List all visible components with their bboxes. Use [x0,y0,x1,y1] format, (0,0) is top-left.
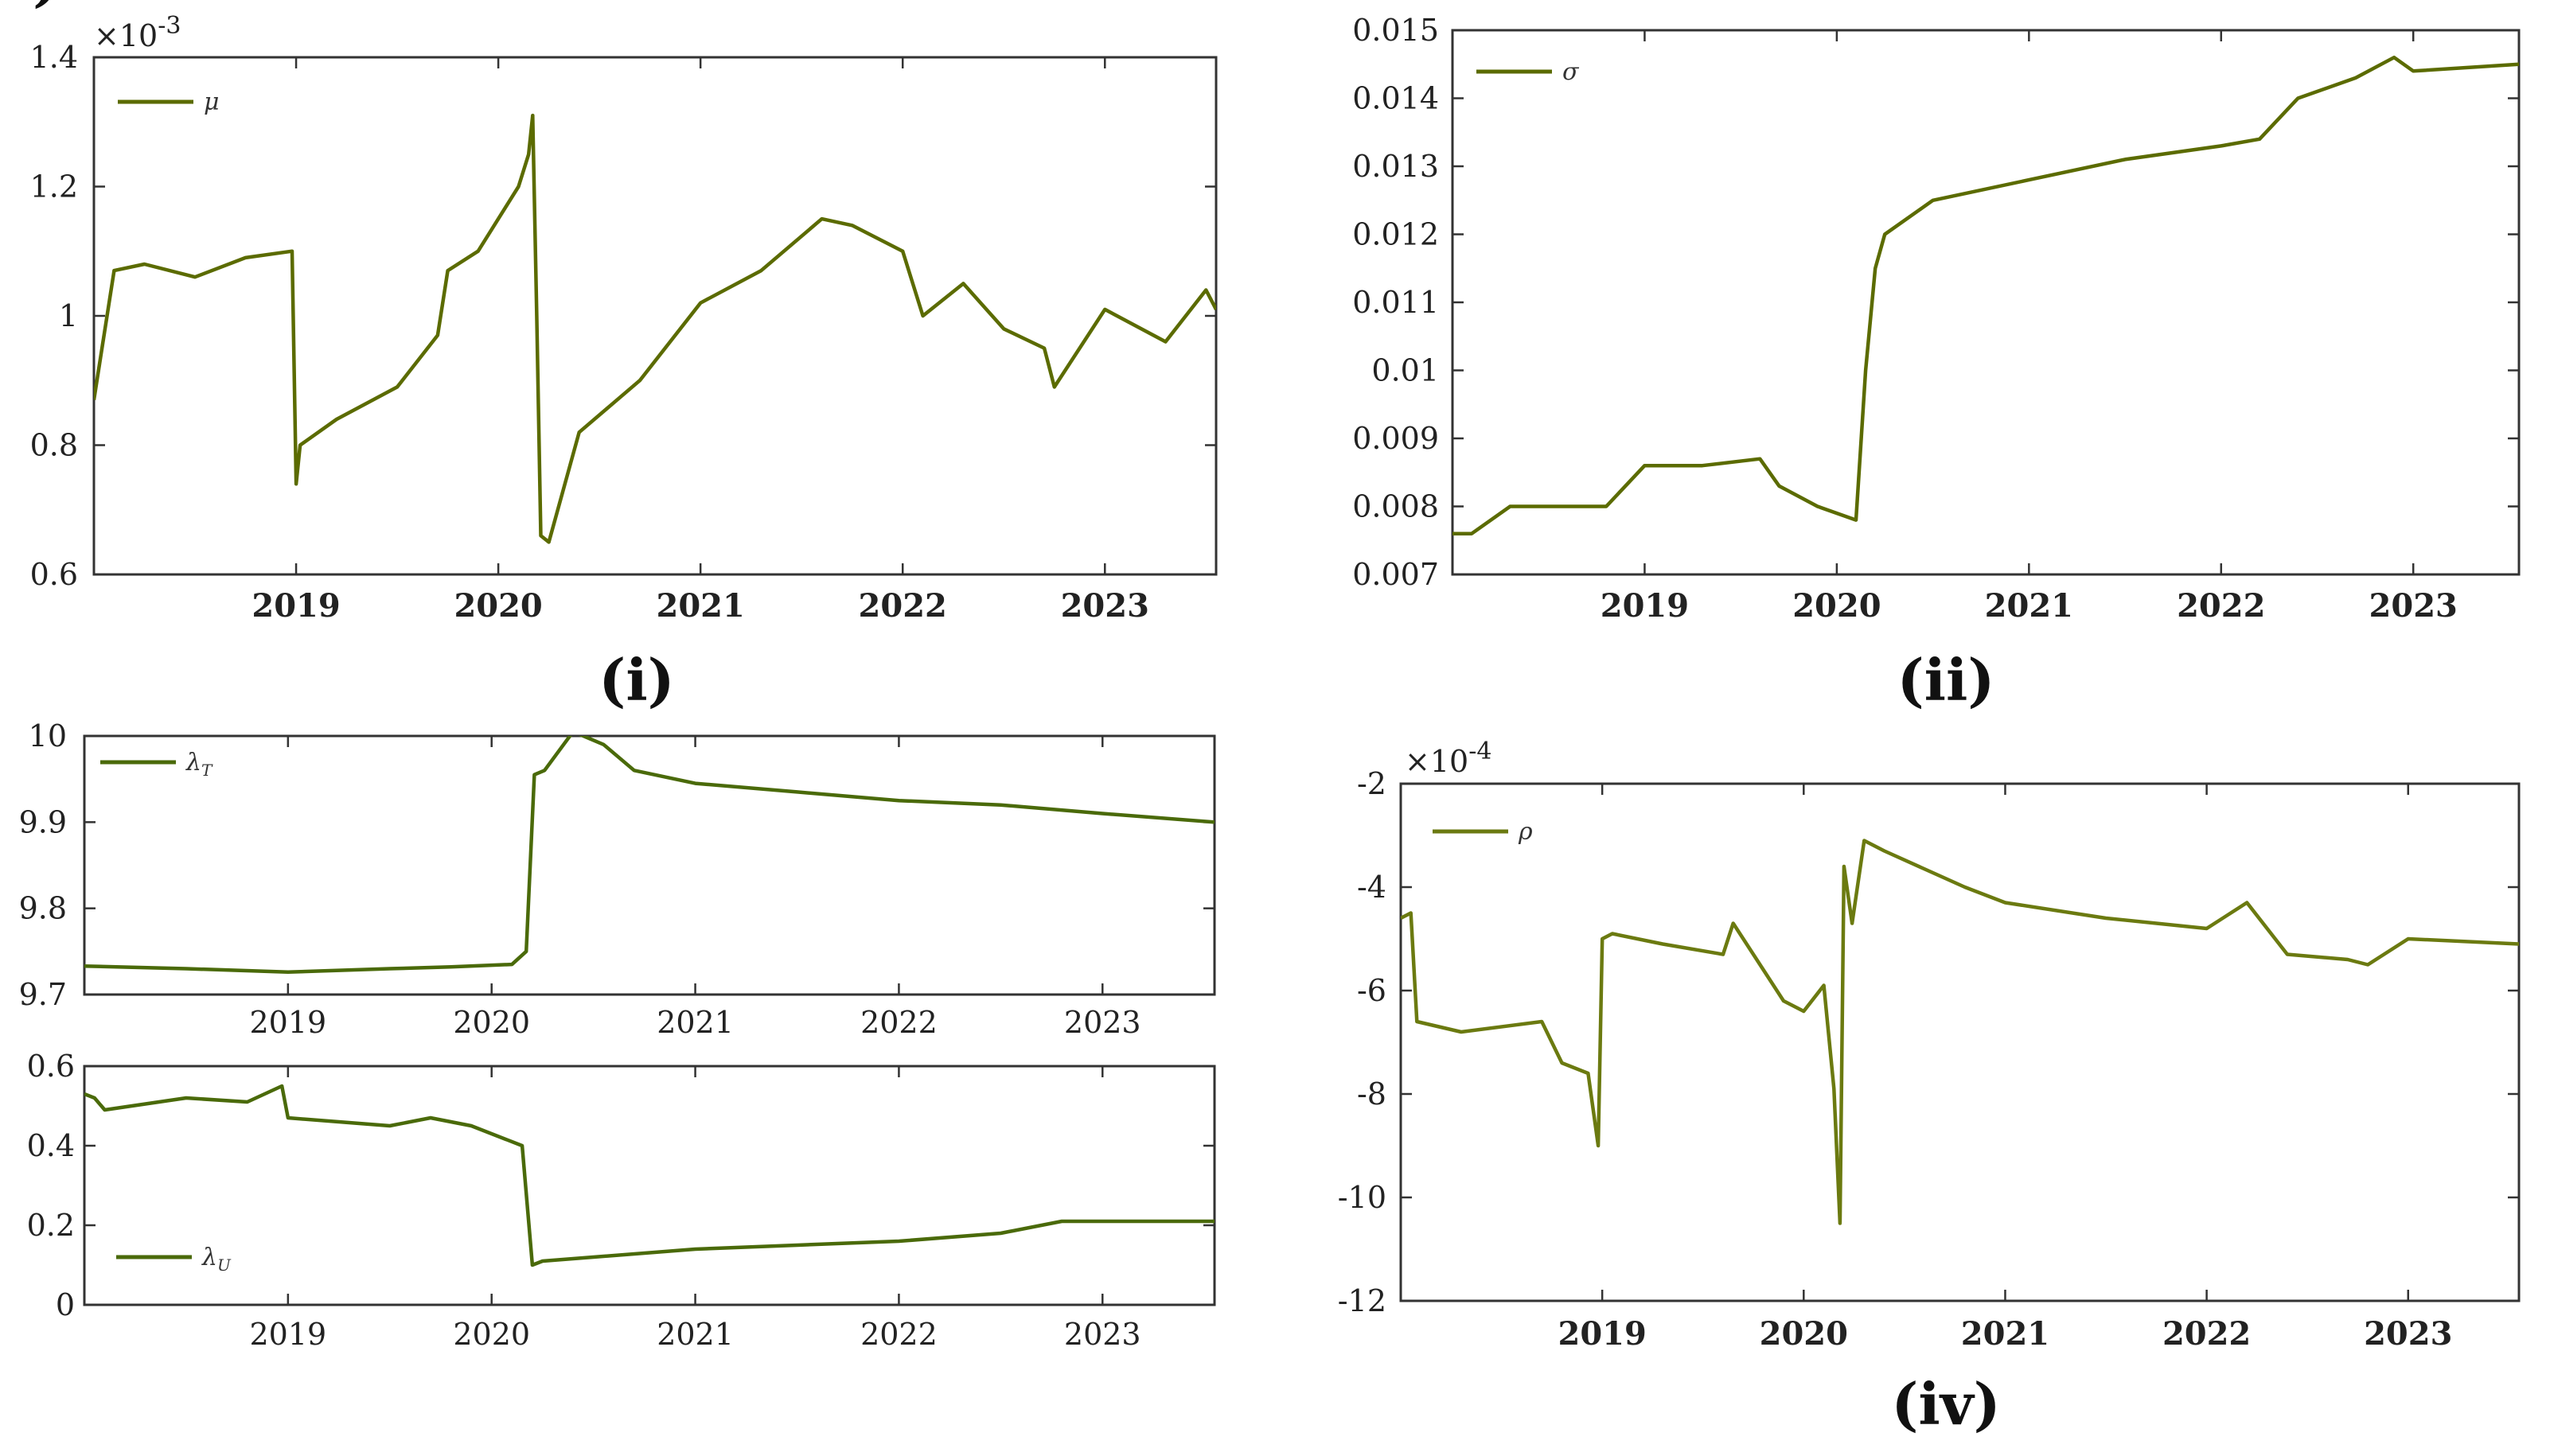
x-tick-label: 2020 [454,587,542,625]
legend-label: ρ [1518,818,1533,846]
y-tick-label: -10 [1338,1180,1386,1215]
x-tick-label: 2023 [2369,587,2458,625]
y-tick-label: 9.9 [19,804,67,839]
y-tick-label: 9.7 [19,977,67,1012]
chart-p3a: 9.7 9.8 9.9 10 2019 2020 2021 2022 2023 λT (iii) [0,0,1216,1040]
series-line-p4 [1401,839,2519,1225]
y-tick-label: -2 [1357,766,1386,801]
y-tick-label: 10 [29,718,67,753]
plot-frame [92,56,1218,576]
x-tick-label: 2021 [656,587,744,625]
x-tick-label: 2020 [1792,587,1881,625]
plot-frame [83,1065,1216,1306]
x-tick-label: 2021 [657,1005,734,1040]
y-tick-label: 1.2 [30,169,78,204]
chart-p2: 0.007 0.008 0.009 0.01 0.011 0.012 0.013 0.014 0… [1352,13,2521,714]
x-tick-label: 2021 [1961,1315,2049,1353]
y-tick-label: 0.01 [1371,353,1439,388]
x-tick-label: 2023 [2364,1315,2452,1353]
y-tick-label: 0.2 [27,1208,75,1243]
axis-exponent: ×10-3 [94,12,181,53]
legend-label: λU [201,1244,232,1275]
x-tick-label: 2020 [1760,1315,1848,1353]
x-tick-label: 2020 [453,1005,530,1040]
x-tick-label: 2020 [453,1317,530,1352]
x-tick-label: 2022 [860,1005,938,1040]
chart-p3b: 0 0.2 0.4 0.6 2019 2020 2021 2022 2023 λU [27,1049,1216,1352]
chart-p1: 0.6 0.8 1 1.2 1.4 2019 2020 2021 2022 2023 μ ×10-3 (… [30,12,1218,714]
x-tick-label: 2019 [1601,587,1689,625]
panel-label: (ii) [1897,646,1995,714]
axis-exponent: ×10-4 [1405,738,1491,779]
series-line-p1 [94,113,1216,544]
y-tick-label: 0.008 [1352,489,1439,524]
y-tick-label: 0.4 [27,1128,75,1163]
plot-frame [1399,782,2521,1302]
x-tick-label: 2019 [1558,1315,1646,1353]
series-line-p3a [84,736,1215,975]
y-tick-label: 0 [56,1287,75,1322]
y-tick-label: 0.8 [30,428,78,463]
series-line-p3b [84,1084,1215,1267]
x-tick-label: 2019 [249,1317,326,1352]
y-tick-label: -6 [1357,973,1386,1008]
series-line-p2 [1452,55,2519,535]
x-tick-label: 2019 [251,587,340,625]
panel-label: (iv) [1891,1370,2000,1438]
y-tick-label: 0.015 [1352,13,1439,48]
x-tick-label: 2022 [859,587,947,625]
x-tick-label: 2022 [2177,587,2265,625]
x-tick-label: 2022 [860,1317,938,1352]
x-tick-label: 2019 [249,1005,326,1040]
plot-frame [1451,29,2521,576]
y-tick-label: 0.009 [1352,421,1439,456]
legend-label: σ [1562,58,1580,86]
x-tick-label: 2023 [1064,1317,1141,1352]
x-tick-label: 2021 [657,1317,734,1352]
y-tick-label: 1.4 [30,40,78,75]
y-tick-label: 0.013 [1352,149,1439,184]
x-tick-label: 2023 [1061,587,1149,625]
y-tick-label: -8 [1357,1076,1386,1111]
y-tick-label: 9.8 [19,891,67,926]
y-tick-label: 0.011 [1352,285,1439,320]
plot-frame [83,734,1216,996]
y-tick-label: 0.6 [30,557,78,592]
x-tick-label: 2022 [2162,1315,2251,1353]
y-tick-label: -4 [1357,870,1386,905]
x-tick-label: 2021 [1985,587,2073,625]
y-tick-label: 0.014 [1352,81,1439,116]
chart-p4: -12 -10 -8 -6 -4 -2 2019 2020 2021 2022 2023 ρ ×10-4… [1338,738,2521,1438]
legend-label: μ [204,88,220,116]
legend-label: λT [185,749,213,780]
y-tick-label: 1 [59,298,78,333]
y-tick-label: 0.007 [1352,557,1439,592]
y-tick-label: 0.012 [1352,217,1439,252]
y-tick-label: 0.6 [27,1049,75,1084]
y-tick-label: -12 [1338,1283,1386,1318]
x-tick-label: 2023 [1064,1005,1141,1040]
panel-label: (i) [599,646,674,714]
panel-label: (iii) [0,0,60,14]
